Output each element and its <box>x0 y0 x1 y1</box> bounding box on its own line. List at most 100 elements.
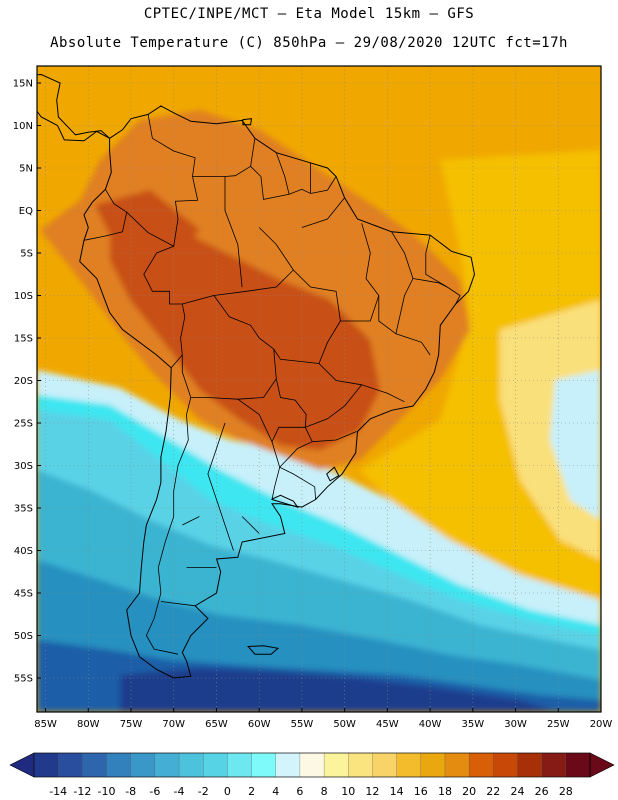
political-border <box>160 601 196 607</box>
trinidad <box>242 118 253 126</box>
falkland-islands <box>247 645 280 655</box>
lat-tick-label: 10S <box>14 291 33 302</box>
lat-tick-label: 25S <box>14 419 33 430</box>
colorbar-swatch <box>154 752 180 778</box>
colorbar-label: -8 <box>125 785 136 798</box>
lat-tick-label: 30S <box>14 461 33 472</box>
map-frame <box>36 65 602 713</box>
colorbar-label: -4 <box>174 785 185 798</box>
lat-tick-label: 45S <box>14 589 33 600</box>
colorbar-swatch <box>82 752 108 778</box>
lat-tick-label: 55S <box>14 674 33 685</box>
political-border <box>312 431 357 443</box>
political-border <box>213 269 294 296</box>
field-pale-spot <box>550 370 601 520</box>
lon-tick-label: 85W <box>34 719 57 730</box>
colorbar-label: -12 <box>73 785 91 798</box>
colorbar-swatch <box>348 752 373 778</box>
political-border <box>143 245 186 369</box>
colorbar-swatch <box>275 752 301 778</box>
colorbar-swatch <box>299 752 325 778</box>
colorbar-swatch <box>420 752 446 778</box>
temperature-field <box>37 66 601 712</box>
central-america-coast-pacific <box>37 110 110 142</box>
colorbar-label: 2 <box>248 785 255 798</box>
colorbar-swatch <box>178 752 204 778</box>
central-america-coast-caribbean <box>37 73 110 139</box>
political-border <box>412 278 448 288</box>
colorbar-swatch <box>444 752 470 778</box>
colorbar-label: 12 <box>365 785 379 798</box>
latitude-labels: 15N 10N 5N EQ 5S 10S 15S 20S 25S 30S 35S 40S 45S 50S 5… <box>13 79 41 685</box>
colorbar-labels: -14 -12 -10 -8 -6 -4 -2 0 2 4 6 8 10 12 14 16 18 20 22 24 26… <box>49 785 573 798</box>
colorbar-swatch <box>106 752 132 778</box>
political-border <box>250 166 337 200</box>
lat-tick-label: 15S <box>14 334 33 345</box>
colorbar-swatch <box>396 752 422 778</box>
political-border <box>425 235 461 305</box>
colorbar-label: 0 <box>224 785 231 798</box>
colorbar-swatch <box>493 752 519 778</box>
political-border <box>258 227 405 403</box>
lat-tick-label: 50S <box>14 631 33 642</box>
lon-tick-label: 55W <box>291 719 314 730</box>
lat-tick-label: 5N <box>19 164 33 175</box>
political-border <box>305 384 363 428</box>
chart-title-line-2: Absolute Temperature (C) 850hPa – 29/08/… <box>50 35 568 51</box>
colorbar-label: 14 <box>390 785 404 798</box>
lon-tick-label: 35W <box>462 719 485 730</box>
lon-tick-label: 60W <box>248 719 271 730</box>
colorbar-label: -2 <box>198 785 209 798</box>
colorbar-label: 6 <box>296 785 303 798</box>
lon-tick-label: 30W <box>504 719 527 730</box>
lat-tick-label: 40S <box>14 546 33 557</box>
colorbar-swatch <box>251 752 277 778</box>
lon-tick-label: 20W <box>590 719 613 730</box>
colorbar-swatch <box>203 752 228 778</box>
lon-tick-label: 45W <box>376 719 399 730</box>
political-border <box>182 516 200 526</box>
colorbar-over-arrow <box>589 752 615 778</box>
colorbar-swatch <box>58 752 83 778</box>
colorbar-under-arrow <box>9 752 35 778</box>
longitude-labels: 85W 80W 75W 70W 65W 60W 55W 50W 45W 40W 35W 30W 25W 2… <box>34 708 612 730</box>
lon-tick-label: 75W <box>120 719 143 730</box>
coastlines <box>37 73 476 679</box>
colorbar-swatch <box>130 752 156 778</box>
field-land-hot <box>110 220 380 450</box>
field-cool-band-6 <box>120 668 560 712</box>
colorbar-swatch <box>323 752 349 778</box>
colorbar-label: 16 <box>414 785 428 798</box>
lat-tick-label: 35S <box>14 504 33 515</box>
lon-tick-label: 80W <box>77 719 100 730</box>
political-border <box>224 176 243 288</box>
colorbar-label: 18 <box>438 785 452 798</box>
lon-tick-label: 65W <box>205 719 228 730</box>
political-border <box>145 397 192 655</box>
political-border <box>361 223 431 356</box>
political-border <box>301 197 345 228</box>
colorbar <box>9 752 615 778</box>
colorbar-swatch <box>541 752 567 778</box>
colorbar-label: -10 <box>98 785 116 798</box>
political-border <box>271 441 281 500</box>
colorbar-swatch <box>565 752 591 778</box>
political-border <box>192 138 256 177</box>
colorbar-swatch <box>372 752 398 778</box>
colorbar-label: 24 <box>510 785 524 798</box>
lat-tick-label: 15N <box>13 79 33 90</box>
lat-tick-label: 20S <box>14 376 33 387</box>
lon-tick-label: 40W <box>419 719 442 730</box>
colorbar-label: 28 <box>559 785 573 798</box>
colorbar-swatch <box>33 752 59 778</box>
lon-tick-label: 25W <box>547 719 570 730</box>
colorbar-label: -6 <box>149 785 160 798</box>
political-border <box>241 516 260 534</box>
rio-de-la-plata <box>270 494 299 508</box>
colorbar-swatch <box>227 752 253 778</box>
colorbar-label: -14 <box>49 785 67 798</box>
political-border <box>273 348 320 364</box>
colorbar-label: 8 <box>321 785 328 798</box>
chart-title-line-1: CPTEC/INPE/MCT – Eta Model 15km – GFS <box>143 6 475 22</box>
